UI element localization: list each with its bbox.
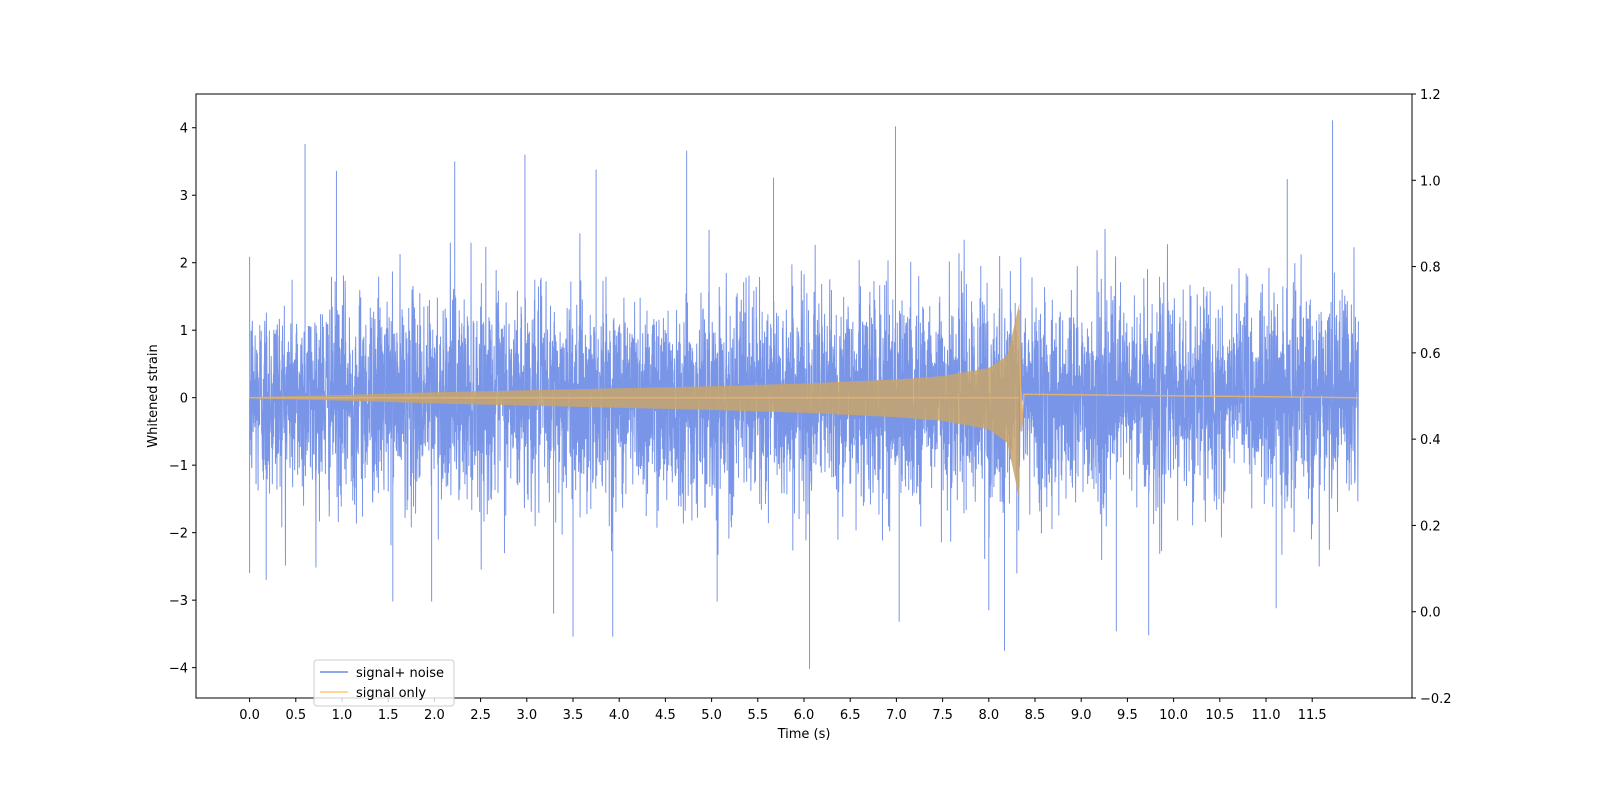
x-axis-title: Time (s) <box>777 727 831 742</box>
legend-label-signal-noise: signal+ noise <box>356 666 444 681</box>
x-tick-label: 0.5 <box>285 708 306 723</box>
x-tick-label: 6.5 <box>840 708 861 723</box>
x-tick-label: 7.0 <box>886 708 907 723</box>
x-tick-label: 5.5 <box>747 708 768 723</box>
y-tick-label: −3 <box>169 594 188 609</box>
x-tick-label: 9.0 <box>1071 708 1092 723</box>
y-tick-label: −1 <box>169 459 188 474</box>
y-tick-label: −4 <box>169 662 188 677</box>
x-tick-label: 2.0 <box>424 708 445 723</box>
y-axis-title: Whitened strain <box>146 344 161 447</box>
legend-box <box>313 659 455 707</box>
y-axis-left: 4 3 2 1 0 −1 −2 −3 −4 <box>169 122 196 677</box>
x-tick-label: 3.0 <box>516 708 537 723</box>
legend: signal+ noise signal only <box>313 659 455 707</box>
x-tick-label: 2.5 <box>470 708 491 723</box>
x-tick-label: 8.5 <box>1025 708 1046 723</box>
x-tick-label: 4.0 <box>609 708 630 723</box>
x-tick-label: 11.0 <box>1252 708 1281 723</box>
x-tick-label: 9.5 <box>1117 708 1138 723</box>
y-tick-label: 1 <box>180 324 188 339</box>
y-tick-label: −2 <box>169 527 188 542</box>
y-tick-label: 4 <box>180 122 188 137</box>
x-tick-label: 1.5 <box>378 708 399 723</box>
y-tick-label: 3 <box>180 189 188 204</box>
y2-tick-label: 0.2 <box>1420 519 1441 534</box>
series-signal-only <box>249 309 1359 432</box>
y2-tick-label: −0.2 <box>1420 692 1452 707</box>
x-tick-label: 3.5 <box>563 708 584 723</box>
y2-tick-label: 1.2 <box>1420 88 1441 103</box>
plot-area <box>249 120 1359 669</box>
x-tick-label: 10.0 <box>1159 708 1188 723</box>
legend-label-signal-only: signal only <box>356 686 426 701</box>
x-axis: 0.0 0.5 1.0 1.5 2.0 2.5 3.0 3.5 4.0 4.5 5.0 5.5 6.0 6… <box>239 698 1327 723</box>
y2-tick-label: 0.8 <box>1420 261 1441 276</box>
x-tick-label: 4.5 <box>655 708 676 723</box>
y-axis-right: 1.2 1.0 0.8 0.6 0.4 0.2 0.0 −0.2 <box>1412 88 1452 707</box>
x-tick-label: 11.5 <box>1298 708 1327 723</box>
x-tick-label: 8.0 <box>978 708 999 723</box>
x-tick-label: 0.0 <box>239 708 260 723</box>
series-signal-noise <box>249 120 1359 669</box>
y2-tick-label: 0.4 <box>1420 433 1441 448</box>
y2-tick-label: 0.0 <box>1420 606 1441 621</box>
y2-tick-label: 1.0 <box>1420 174 1441 189</box>
x-tick-label: 1.0 <box>332 708 353 723</box>
x-tick-label: 7.5 <box>932 708 953 723</box>
y-tick-label: 2 <box>180 257 188 272</box>
series-signal-only-envelope <box>249 303 1020 499</box>
y2-tick-label: 0.6 <box>1420 347 1441 362</box>
x-tick-label: 10.5 <box>1205 708 1234 723</box>
y-tick-label: 0 <box>180 392 188 407</box>
x-tick-label: 6.0 <box>794 708 815 723</box>
x-tick-label: 5.0 <box>701 708 722 723</box>
